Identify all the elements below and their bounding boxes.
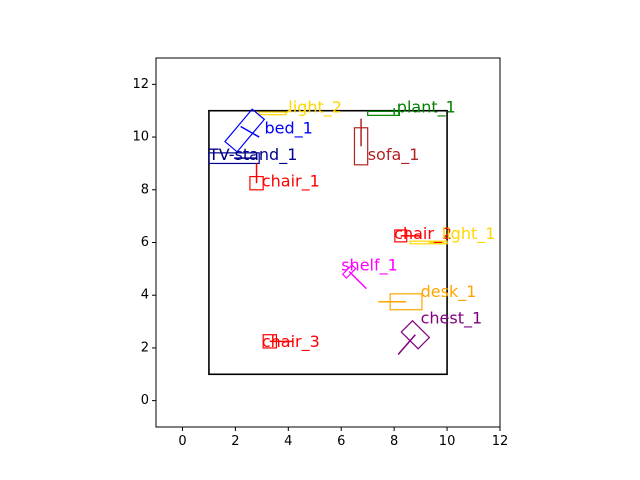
orientation-line-2 <box>240 125 260 138</box>
orientation-lines-layer <box>234 108 445 356</box>
y-tick-label: 0 <box>141 393 149 408</box>
y-tick-label: 8 <box>141 182 149 197</box>
x-tick-label: 6 <box>337 434 345 449</box>
object-label-light_1: light_1 <box>442 224 496 244</box>
object-label-sofa_1: sofa_1 <box>368 145 420 165</box>
object-label-plant_1: plant_1 <box>397 98 456 118</box>
object-label-chair_3: chair_3 <box>262 332 320 352</box>
object-label-bed_1: bed_1 <box>264 119 312 139</box>
x-tick-label: 12 <box>492 434 509 449</box>
object-footprint-light_1 <box>409 240 448 245</box>
object-label-chest_1: chest_1 <box>421 308 483 328</box>
x-tick-label: 0 <box>178 434 186 449</box>
ticks-layer: 0 2 4 6 8 10 12 0 2 4 6 8 10 12 <box>132 77 508 449</box>
y-tick-label: 4 <box>141 288 149 303</box>
object-label-TV-stand_1: TV-stand_1 <box>208 145 297 165</box>
y-tick-label: 2 <box>141 340 149 355</box>
x-tick-label: 4 <box>284 434 292 449</box>
y-tick-label: 10 <box>132 130 149 145</box>
object-label-light_2: light_2 <box>288 98 342 118</box>
object-label-chair_1: chair_1 <box>262 171 320 191</box>
orientation-line-0 <box>285 108 292 114</box>
orientation-line-10 <box>397 334 416 356</box>
object-labels-layer: light_2 plant_1 bed_1 TV-stand_1 sofa_1chair… <box>208 98 496 353</box>
orientation-line-8 <box>348 270 367 290</box>
object-label-shelf_1: shelf_1 <box>341 256 398 276</box>
object-label-chair_2: chair_2 <box>394 224 452 244</box>
y-tick-label: 6 <box>141 235 149 250</box>
x-tick-label: 8 <box>390 434 398 449</box>
object-footprint-bed_1 <box>224 108 266 153</box>
object-footprint-TV-stand_1 <box>208 152 260 165</box>
x-tick-label: 10 <box>439 434 456 449</box>
x-tick-label: 2 <box>231 434 239 449</box>
object-footprint-plant_1 <box>367 110 401 116</box>
object-label-desk_1: desk_1 <box>421 282 477 302</box>
y-tick-label: 12 <box>132 77 149 92</box>
